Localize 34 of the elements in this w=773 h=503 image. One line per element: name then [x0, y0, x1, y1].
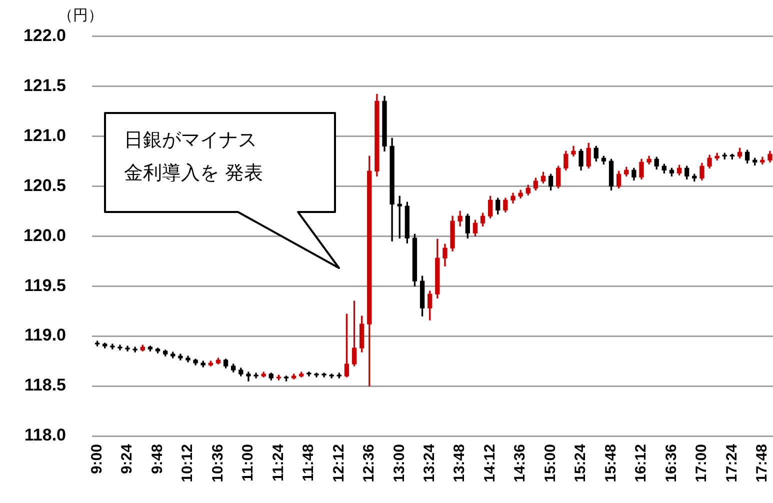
y-tick-label: 120.5 — [23, 176, 66, 195]
x-tick-label: 9:00 — [88, 444, 106, 474]
x-tick-label: 13:24 — [420, 443, 438, 482]
y-axis-title: （円） — [58, 6, 103, 25]
x-tick-label: 12:36 — [360, 444, 378, 482]
y-tick-label: 119.5 — [24, 276, 66, 295]
y-tick-label: 121.0 — [23, 126, 66, 145]
x-tick-label: 11:24 — [270, 443, 287, 482]
x-tick-label: 17:48 — [754, 444, 771, 482]
x-tick-label: 9:48 — [148, 444, 166, 474]
x-tick-label: 13:48 — [451, 444, 468, 482]
x-tick-label: 17:24 — [723, 443, 740, 482]
x-tick-label: 14:36 — [512, 444, 529, 482]
y-tick-label: 120.0 — [23, 226, 66, 245]
y-tick-label: 118.5 — [24, 376, 66, 395]
x-tick-label: 11:48 — [300, 444, 318, 482]
x-tick-label: 15:48 — [602, 444, 620, 482]
x-tick-label: 15:24 — [572, 443, 590, 482]
x-tick-label: 16:36 — [662, 444, 680, 482]
y-tick-label: 121.5 — [23, 76, 66, 95]
x-tick-label: 12:12 — [330, 444, 348, 482]
x-tick-label: 13:00 — [390, 444, 408, 482]
x-tick-label: 14:12 — [481, 444, 498, 482]
y-tick-label: 119.0 — [24, 326, 66, 345]
x-tick-label: 16:12 — [632, 444, 650, 482]
x-tick-label: 11:00 — [240, 444, 257, 482]
y-tick-label: 118.0 — [24, 426, 66, 445]
x-tick-label: 9:24 — [118, 443, 136, 474]
annotation: 日銀がマイナス金利導入を 発表 — [124, 128, 264, 186]
x-tick-label: 10:36 — [209, 444, 226, 482]
x-tick-label: 15:00 — [542, 444, 559, 482]
x-tick-label: 10:12 — [179, 444, 196, 482]
x-tick-label: 17:00 — [693, 444, 710, 482]
y-tick-label: 122.0 — [23, 26, 66, 45]
